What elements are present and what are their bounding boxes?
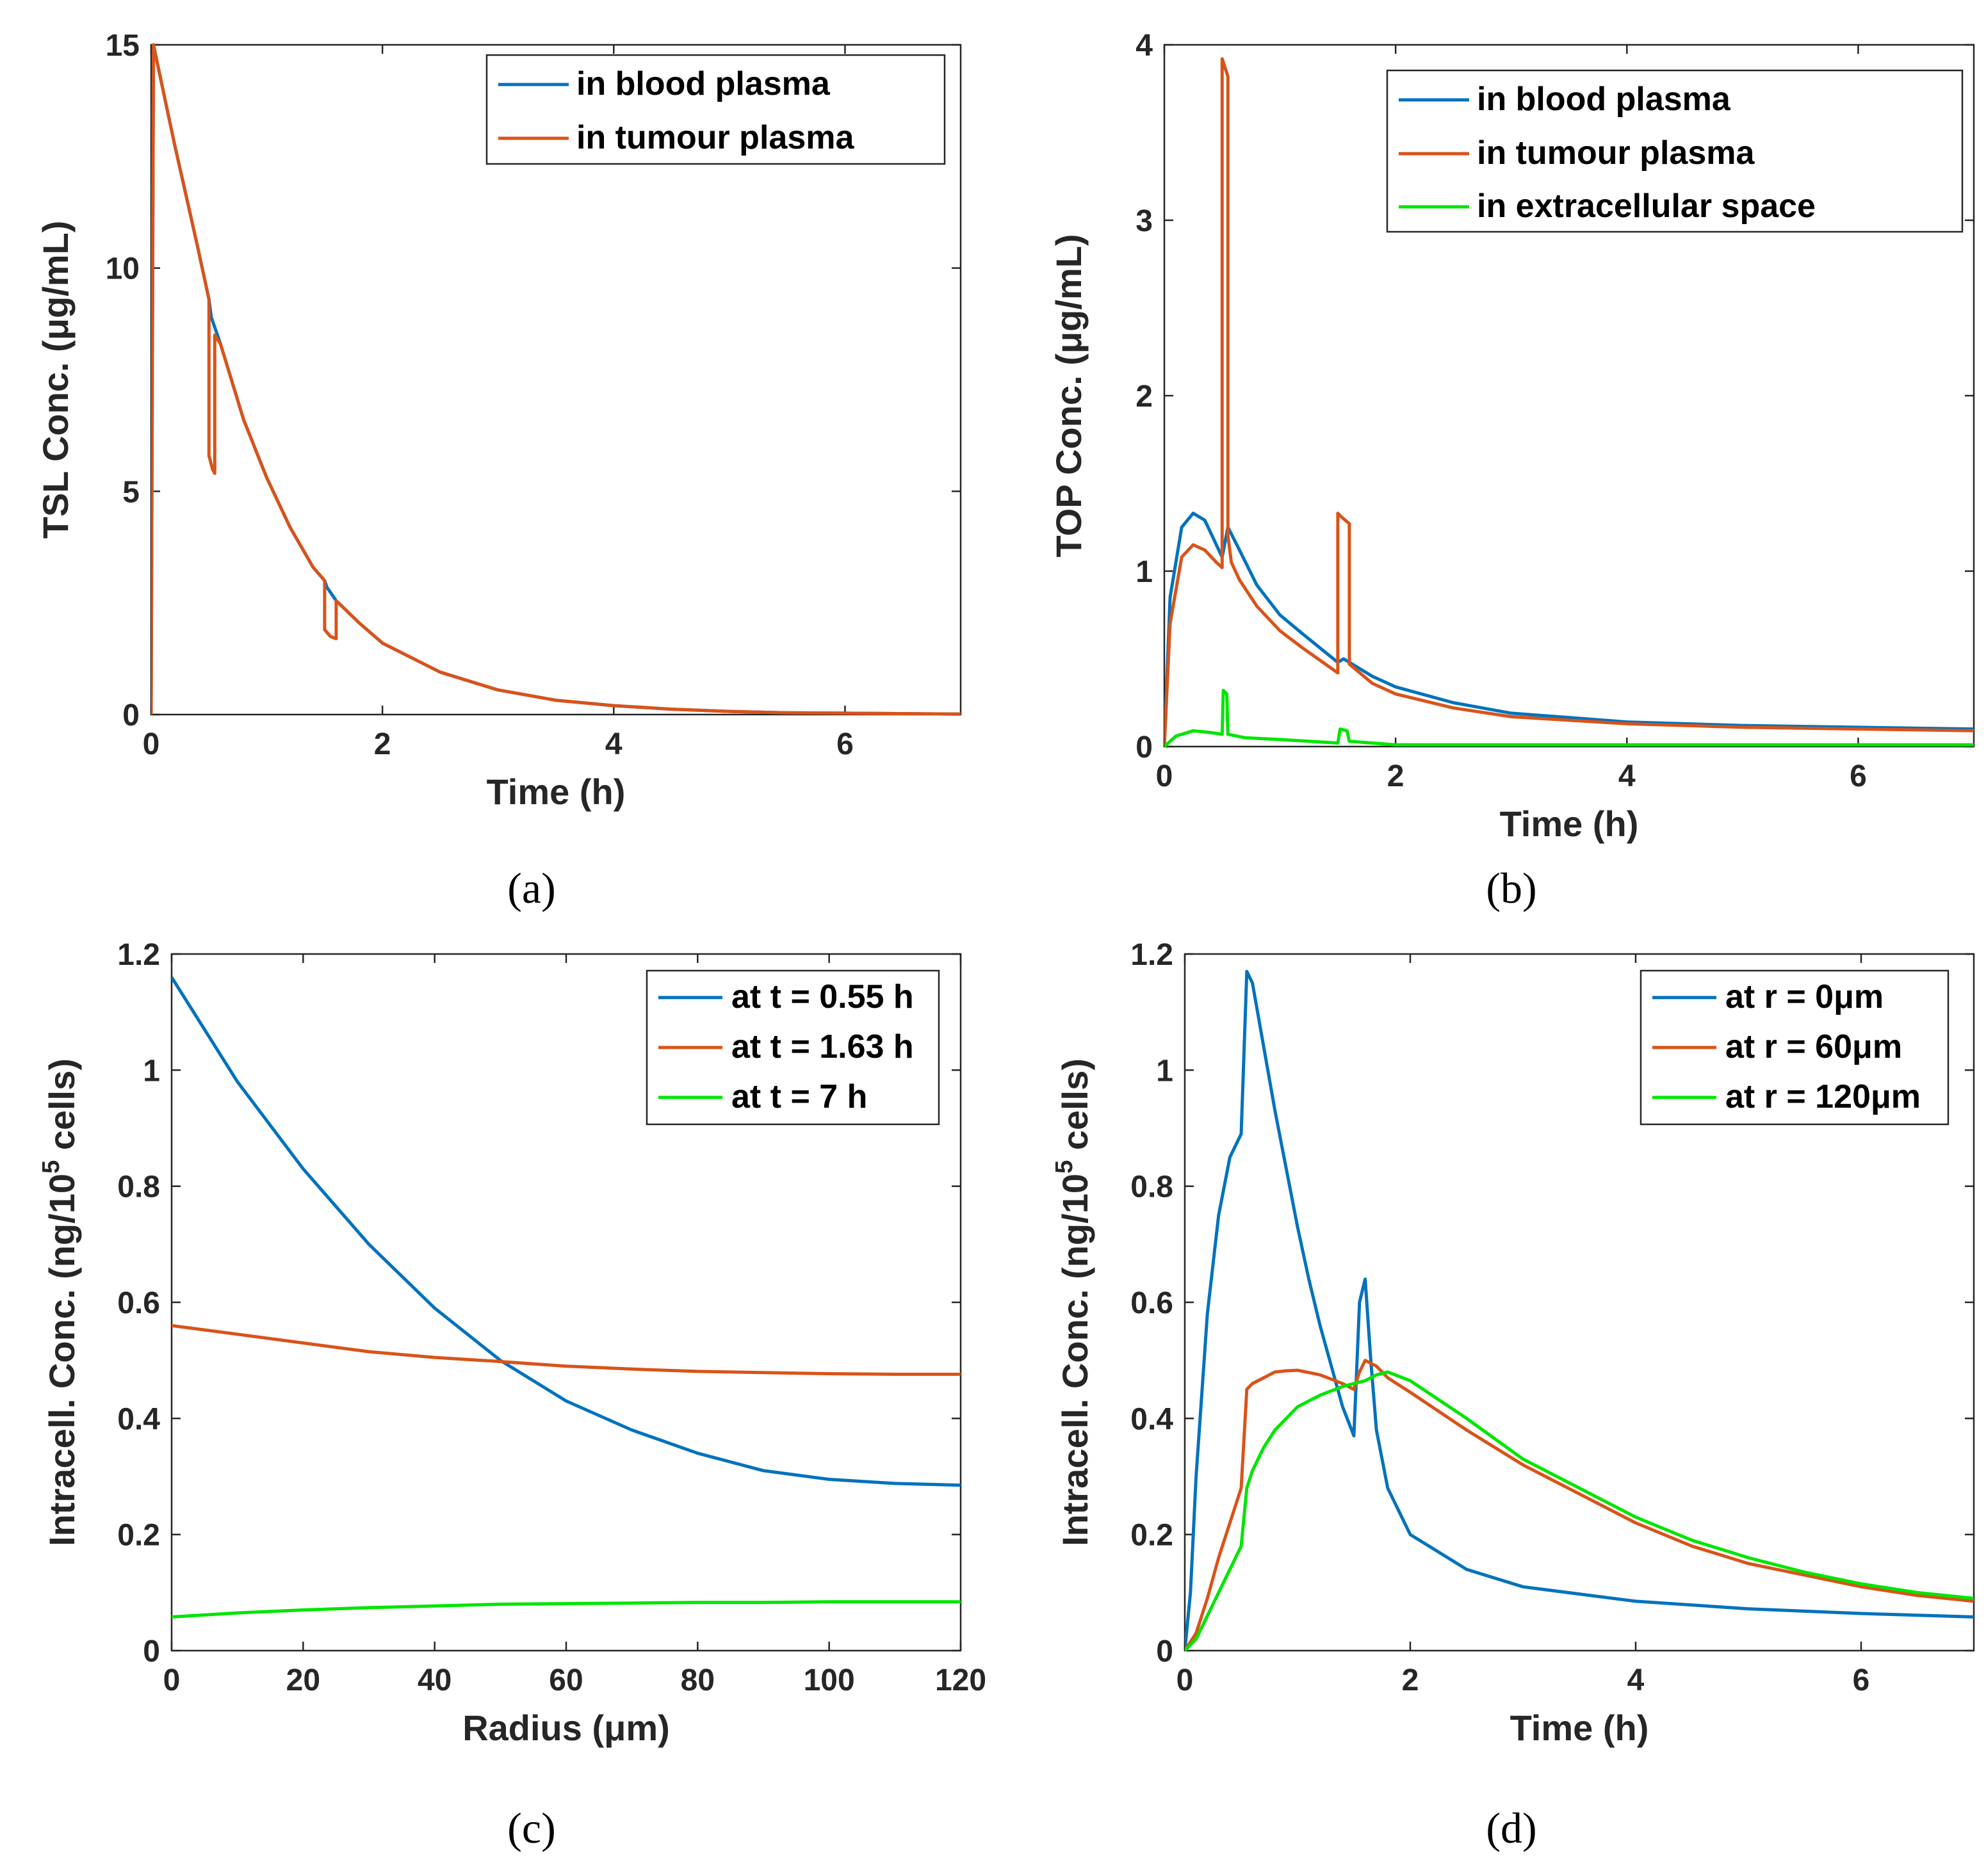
series-line-2 [172,1323,961,1376]
legend-box [485,54,946,165]
panel-d: 0 2 4 6 0 0.2 0.4 0.6 0.8 1 1.2 Time (h) Intracell. … [1051,938,1975,1852]
y-axis-label: Intracell. Conc. (ng/105 cells) [38,1058,82,1546]
panel-caption: (b) [1486,864,1536,912]
x-axis-label: Time (h) [1500,804,1639,844]
legend-entry: in extracellular space [1477,188,1816,225]
y-tick-label: 2 [1135,380,1153,414]
panel-c: 0 20 40 60 80 100 120 0 0.2 0.4 0.6 0.8 1 1.2 Radius (… [38,938,986,1852]
y-tick-label: 1 [1156,1054,1173,1088]
y-tick-label: 1.2 [117,938,160,972]
legend-entry: in tumour plasma [1477,134,1755,172]
x-axis-label: Time (h) [487,772,626,812]
series-line-1 [172,976,961,1487]
series-line-3 [1164,688,1974,748]
x-tick-label: 0 [143,727,160,761]
x-tick-label: 60 [549,1663,583,1697]
x-tick-label: 0 [163,1663,181,1697]
panel-a: 0 2 4 6 0 5 10 15 Time (h) TSL Conc. (μg/mL) in bl… [35,29,962,912]
y-tick-label: 0.6 [117,1286,160,1320]
y-tick-label: 0.8 [1130,1170,1173,1204]
x-tick-label: 0 [1176,1663,1194,1697]
series-line-3 [1185,1370,1974,1652]
x-axis-label: Radius (μm) [462,1708,670,1748]
x-tick-label: 40 [418,1663,452,1697]
y-tick-label: 10 [106,252,140,286]
legend-entry: at t = 1.63 h [731,1028,914,1065]
legend-entry: in tumour plasma [576,119,854,156]
y-tick-label: 0.2 [117,1519,160,1553]
y-tick-label: 1 [143,1054,160,1088]
y-tick-label: 15 [106,29,140,63]
y-tick-label: 0.6 [1130,1286,1173,1320]
x-tick-label: 2 [1387,759,1404,793]
x-tick-label: 100 [804,1663,855,1697]
panel-caption: (c) [507,1804,555,1852]
x-tick-label: 2 [374,727,391,761]
x-tick-label: 4 [1627,1663,1645,1697]
legend-entry: at t = 7 h [731,1078,867,1115]
x-tick-label: 2 [1402,1663,1419,1697]
y-tick-label: 0.8 [117,1170,160,1204]
legend-entry: in blood plasma [1477,81,1731,118]
y-tick-label: 0.4 [1130,1402,1173,1436]
x-tick-label: 4 [1618,759,1636,793]
y-tick-label: 0 [1135,731,1153,764]
series-line-3 [172,1600,961,1619]
y-axis-label: TSL Conc. (μg/mL) [35,221,76,539]
x-tick-label: 6 [1850,759,1867,793]
panel-caption: (d) [1486,1804,1536,1852]
legend-entry: at t = 0.55 h [731,978,914,1015]
x-tick-label: 6 [1853,1663,1870,1697]
series-line-2 [151,43,961,716]
y-axis-label: TOP Conc. (μg/mL) [1048,234,1089,557]
y-tick-label: 0 [143,1635,160,1669]
series-line-2 [1185,1359,1974,1652]
x-tick-label: 6 [836,727,854,761]
x-tick-label: 4 [605,727,623,761]
x-tick-label: 120 [935,1663,986,1697]
x-axis-label: Time (h) [1510,1708,1649,1748]
series-line-1 [1185,969,1974,1651]
x-tick-label: 20 [286,1663,320,1697]
y-tick-label: 3 [1135,204,1153,238]
legend-entry: at r = 60μm [1725,1028,1902,1065]
series-line-1 [1164,512,1974,747]
y-tick-label: 4 [1135,29,1153,63]
y-tick-label: 0 [1156,1635,1173,1669]
series-line-2 [1164,57,1974,747]
x-tick-label: 0 [1156,759,1173,793]
y-tick-label: 0 [122,699,140,732]
legend-entry: at r = 0μm [1725,978,1884,1015]
panel-caption: (a) [507,864,555,912]
legend-entry: in blood plasma [576,65,831,102]
legend-entry: at r = 120μm [1725,1078,1921,1115]
y-tick-label: 0.2 [1130,1519,1173,1553]
y-tick-label: 0.4 [117,1402,160,1436]
legend-box [1386,69,1964,233]
y-tick-label: 5 [122,475,140,509]
y-tick-label: 1.2 [1130,938,1173,972]
y-axis-label: Intracell. Conc. (ng/105 cells) [1051,1058,1095,1546]
panel-b: 0 2 4 6 0 1 2 3 4 Time (h) TOP Conc. (μg/mL) in blo… [1048,29,1975,912]
y-tick-label: 1 [1135,555,1153,589]
x-tick-label: 80 [681,1663,715,1697]
